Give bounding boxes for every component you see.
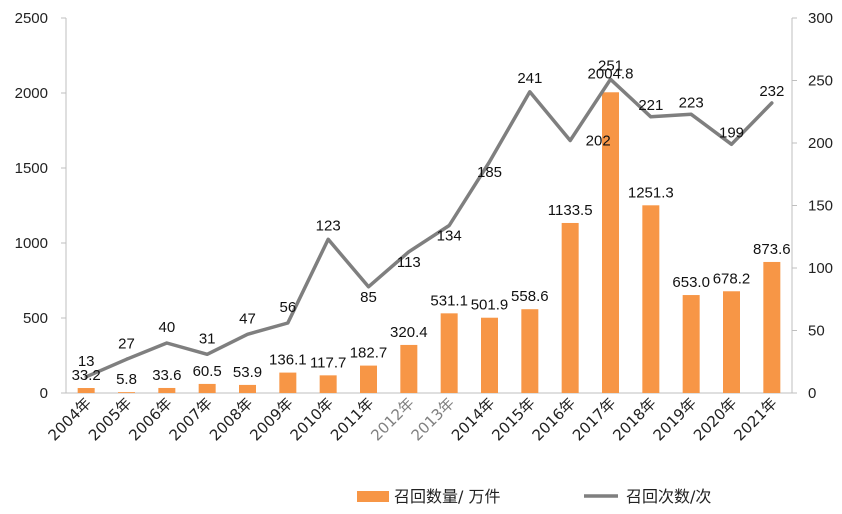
x-tick-label: 2017年 [569, 394, 619, 444]
bar [642, 205, 660, 393]
legend: 召回数量/ 万件 召回次数/次 [357, 487, 711, 506]
bar-data-label: 558.6 [511, 288, 549, 305]
x-tick-label: 2011年 [327, 394, 377, 444]
line-data-labels: 13 27 40 31 47 56 123 85 113 134 185 241 202 251 221 22… [78, 57, 785, 370]
bar [763, 261, 781, 393]
left-tick-label: 500 [23, 310, 48, 327]
right-tick-label: 200 [808, 135, 833, 152]
right-tick-label: 300 [808, 10, 833, 27]
bar-data-label: 2004.8 [588, 65, 634, 82]
x-tick-label: 2008年 [206, 394, 256, 444]
bar [77, 388, 95, 393]
x-tick-label: 2016年 [529, 394, 579, 444]
x-tick-label: 2009年 [246, 394, 296, 444]
left-tick-label: 2000 [15, 85, 48, 102]
line-data-label: 113 [397, 254, 421, 271]
bar-data-label: 1133.5 [548, 202, 593, 219]
bar-data-label: 873.6 [753, 241, 791, 258]
line-data-label: 31 [199, 330, 216, 347]
line-data-label: 232 [759, 83, 784, 100]
x-tick-label: 2021年 [730, 394, 780, 444]
x-tick-label: 2010年 [287, 394, 337, 444]
bar-data-label: 653.0 [672, 274, 710, 291]
x-tick-label: 2005年 [85, 394, 135, 444]
x-tick-label: 2020年 [690, 394, 740, 444]
x-tick-label: 2015年 [488, 394, 538, 444]
bar-data-label: 33.6 [152, 367, 181, 384]
line-data-label: 251 [598, 57, 623, 74]
bar [118, 392, 135, 393]
legend-bar-swatch [357, 491, 389, 502]
bar [440, 313, 458, 393]
left-tick-label: 2500 [15, 10, 48, 27]
line-data-label: 123 [316, 217, 341, 234]
x-tick-label: 2007年 [166, 394, 216, 444]
bar-series [77, 92, 781, 393]
bar [682, 295, 700, 393]
line-series [84, 77, 774, 379]
x-tick-label: 2013年 [408, 394, 458, 444]
line-data-label: 56 [279, 299, 296, 316]
bar [723, 291, 740, 393]
left-tick-label: 0 [40, 385, 48, 402]
bar [360, 365, 377, 393]
bar [279, 372, 297, 393]
right-tick-label: 100 [808, 260, 833, 277]
line-data-label: 85 [360, 289, 377, 306]
right-axis-ticks: 0 50 100 150 200 250 300 [792, 10, 833, 402]
bar [158, 387, 176, 393]
legend-item-line: 召回次数/次 [584, 487, 711, 506]
line-data-label: 134 [437, 228, 462, 245]
bar-data-label: 531.1 [430, 292, 468, 309]
line-data-label: 221 [638, 97, 663, 114]
bar-data-label: 60.5 [193, 363, 222, 380]
legend-item-bars: 召回数量/ 万件 [357, 487, 500, 506]
bar [239, 384, 256, 393]
bar-data-label: 678.2 [713, 270, 751, 287]
bar-data-label: 320.4 [390, 324, 428, 341]
legend-line-label: 召回次数/次 [626, 487, 711, 506]
left-tick-label: 1000 [15, 235, 48, 252]
bar [521, 309, 539, 393]
line-data-label: 47 [239, 310, 256, 327]
x-tick-label: 2006年 [125, 394, 175, 444]
x-tick-label: 2014年 [448, 394, 498, 444]
bar [198, 383, 216, 393]
left-axis-ticks: 0 500 1000 1500 2000 2500 [15, 10, 66, 402]
line-data-label: 202 [586, 133, 611, 150]
right-tick-label: 0 [808, 385, 816, 402]
bar-data-label: 33.2 [72, 367, 101, 384]
left-tick-label: 1500 [15, 160, 48, 177]
bar [400, 344, 418, 393]
bar-data-label: 182.7 [350, 345, 388, 362]
x-axis-ticks: 2004年2005年2006年2007年2008年2009年2010年2011年… [45, 394, 781, 444]
line-data-label: 185 [477, 164, 502, 181]
bar [319, 375, 337, 393]
line-data-label: 40 [158, 319, 175, 336]
x-tick-label: 2019年 [650, 394, 700, 444]
x-tick-label: 2012年 [367, 394, 417, 444]
line-data-label: 13 [78, 353, 95, 370]
line-data-label: 199 [719, 124, 744, 141]
right-tick-label: 150 [808, 198, 833, 215]
line-data-label: 241 [517, 70, 542, 87]
legend-bar-label: 召回数量/ 万件 [394, 487, 500, 506]
bar-data-label: 136.1 [269, 352, 307, 369]
right-tick-label: 250 [808, 73, 833, 90]
line-data-label: 27 [118, 335, 135, 352]
bar [481, 317, 498, 393]
right-tick-label: 50 [808, 323, 825, 340]
bar-data-label: 5.8 [116, 371, 137, 388]
bar [602, 92, 619, 393]
bar-data-label: 117.7 [310, 354, 346, 371]
bar [561, 222, 579, 393]
x-tick-label: 2018年 [609, 394, 659, 444]
bar-data-label: 1251.3 [628, 184, 674, 201]
x-tick-label: 2004年 [45, 394, 95, 444]
bar-data-label: 501.9 [471, 297, 509, 314]
line-data-label: 223 [679, 94, 704, 111]
bar-data-label: 53.9 [233, 364, 262, 381]
